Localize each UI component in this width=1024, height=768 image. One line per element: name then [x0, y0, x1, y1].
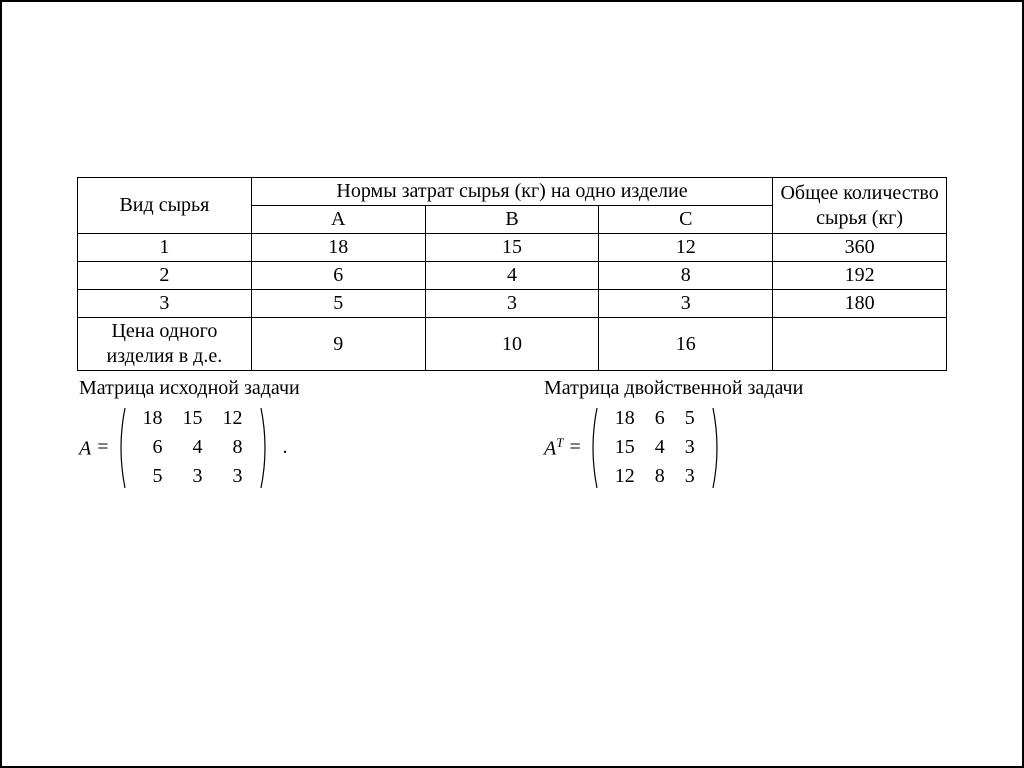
cell-b: 10 [425, 318, 599, 371]
data-table: Вид сырья Нормы затрат сырья (кг) на одн… [77, 177, 947, 371]
matrices-block: Матрица исходной задачи A = 181512 648 5… [77, 377, 947, 491]
cell-name: 2 [78, 262, 252, 290]
header-norms-span: Нормы затрат сырья (кг) на одно изделие [251, 178, 772, 206]
cell-b: 3 [425, 290, 599, 318]
right-paren-icon [259, 406, 271, 490]
matrix-caption: Матрица двойственной задачи [542, 377, 947, 400]
cell-total [773, 318, 947, 371]
header-col-c: C [599, 206, 773, 234]
table-price-row: Цена одного изделия в д.е. 9 10 16 [78, 318, 947, 371]
cell-a: 9 [251, 318, 425, 371]
equals-sign: = [97, 436, 108, 459]
cell-c: 12 [599, 234, 773, 262]
table-row: 2 6 4 8 192 [78, 262, 947, 290]
header-total: Общее количество сырья (кг) [773, 178, 947, 234]
table-header-row-1: Вид сырья Нормы затрат сырья (кг) на одн… [78, 178, 947, 206]
header-raw-type: Вид сырья [78, 178, 252, 234]
matrix-lhs: AT [544, 435, 563, 461]
equals-sign: = [569, 436, 580, 459]
cell-total: 180 [773, 290, 947, 318]
matrix-expression: A = 181512 648 533 . [77, 404, 482, 491]
cell-c: 8 [599, 262, 773, 290]
matrix-lhs: A [79, 435, 91, 461]
trailing-punct: . [277, 436, 288, 459]
left-paren-icon [587, 406, 599, 490]
header-col-a: A [251, 206, 425, 234]
matrix-primal: Матрица исходной задачи A = 181512 648 5… [77, 377, 482, 491]
table-row: 3 5 3 3 180 [78, 290, 947, 318]
matrix-dual: Матрица двойственной задачи AT = 1865 15… [542, 377, 947, 491]
matrix-body: 1865 1543 1283 [605, 404, 705, 491]
matrix-body: 181512 648 533 [133, 404, 253, 491]
cell-a: 6 [251, 262, 425, 290]
cell-c: 16 [599, 318, 773, 371]
cell-total: 360 [773, 234, 947, 262]
cell-b: 4 [425, 262, 599, 290]
cell-a: 18 [251, 234, 425, 262]
header-col-b: B [425, 206, 599, 234]
right-paren-icon [711, 406, 723, 490]
matrix-expression: AT = 1865 1543 1283 [542, 404, 947, 491]
cell-name: 1 [78, 234, 252, 262]
cell-b: 15 [425, 234, 599, 262]
matrix-caption: Матрица исходной задачи [77, 377, 482, 400]
cell-c: 3 [599, 290, 773, 318]
left-paren-icon [115, 406, 127, 490]
cell-name: 3 [78, 290, 252, 318]
cell-a: 5 [251, 290, 425, 318]
cell-name: Цена одного изделия в д.е. [78, 318, 252, 371]
table-row: 1 18 15 12 360 [78, 234, 947, 262]
cell-total: 192 [773, 262, 947, 290]
